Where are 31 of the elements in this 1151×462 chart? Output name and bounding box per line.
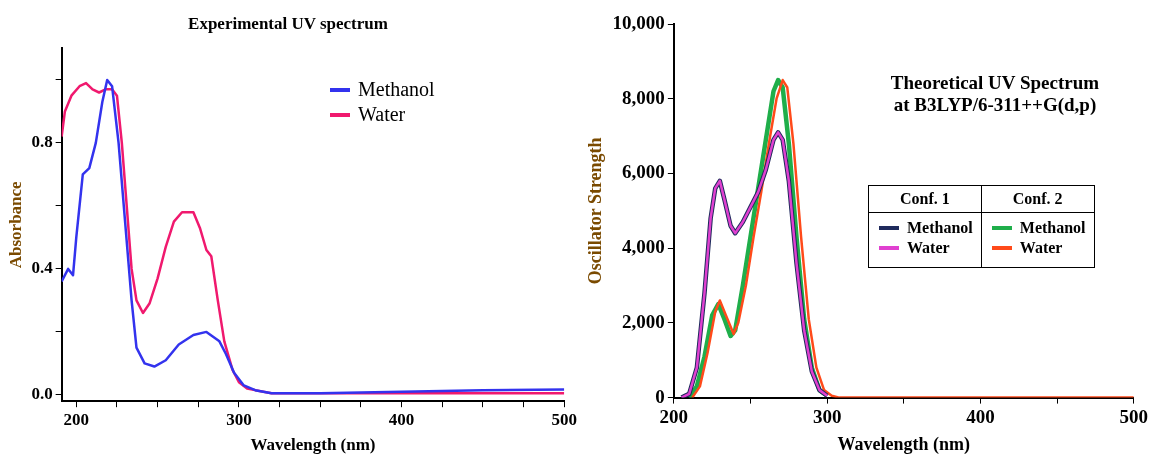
legend-label: Methanol [1019,219,1086,237]
legend-label: Methanol [907,219,973,237]
x-axis-title: Wavelength (nm) [837,433,971,455]
annotation: Conf. 2 [981,185,1095,213]
x-tick-label: 300 [226,409,252,429]
y-tick-label: 0 [655,385,665,407]
x-tick-label: 500 [551,409,577,429]
y-axis-title: Oscillator Strength [585,137,606,285]
annotation: Conf. 1 [868,185,982,213]
y-tick-label: 0.8 [31,132,53,152]
legend-label: Water [1019,239,1063,257]
x-tick-label: 400 [388,409,415,429]
text: Theoretical UV Spectrum at B3LYP/6-311++G(d,p) [889,72,1101,116]
x-tick-label: 200 [63,409,90,429]
chart-title: Experimental UV spectrum [188,13,388,33]
legend-label: Water [358,103,406,126]
y-tick-label: 8,000 [622,86,665,108]
y-axis-title: Absorbance [5,180,25,269]
x-tick-label: 500 [1119,405,1148,427]
legend-label: Water [907,239,950,257]
x-tick-label: 300 [812,405,842,427]
x-axis-title: Wavelength (nm) [250,435,376,455]
legend-label: Methanol [358,78,435,101]
x-tick-label: 400 [966,405,995,427]
y-tick-label: 4,000 [622,236,665,258]
y-tick-label: 10,000 [612,11,665,33]
y-tick-label: 2,000 [622,310,665,332]
y-tick-label: 0.0 [31,384,53,404]
x-tick-label: 200 [659,405,689,427]
y-tick-label: 0.4 [31,258,54,278]
y-tick-label: 6,000 [622,161,665,183]
